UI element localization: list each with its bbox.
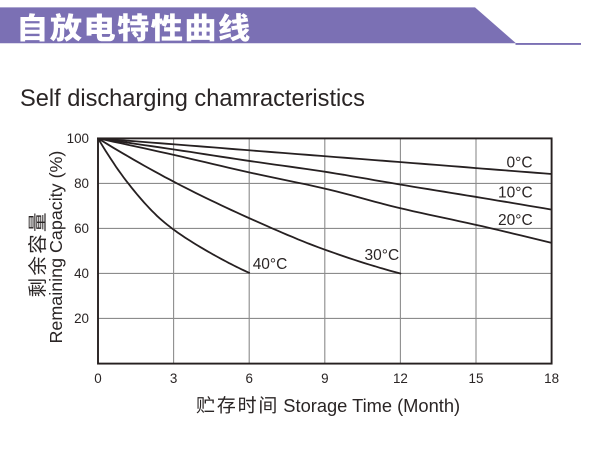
svg-text:3: 3	[170, 371, 177, 386]
svg-text:0: 0	[94, 371, 101, 386]
svg-text:80: 80	[74, 176, 89, 191]
svg-text:10°C: 10°C	[498, 184, 533, 201]
svg-text:9: 9	[321, 371, 328, 386]
svg-text:Storage Time (Month): Storage Time (Month)	[283, 395, 460, 416]
svg-text:20: 20	[74, 311, 89, 326]
svg-text:60: 60	[74, 221, 89, 236]
svg-text:18: 18	[544, 371, 559, 386]
svg-text:40°C: 40°C	[253, 256, 288, 273]
svg-text:15: 15	[469, 371, 484, 386]
svg-text:0°C: 0°C	[507, 154, 533, 171]
svg-text:100: 100	[67, 131, 89, 146]
svg-text:30°C: 30°C	[365, 247, 400, 264]
svg-text:40: 40	[74, 266, 89, 281]
svg-text:Remaining Capacity (%): Remaining Capacity (%)	[46, 151, 66, 344]
svg-text:12: 12	[393, 371, 408, 386]
svg-text:Self discharging chamracterist: Self discharging chamracteristics	[20, 86, 365, 112]
svg-text:20°C: 20°C	[498, 212, 533, 229]
svg-text:6: 6	[245, 371, 252, 386]
